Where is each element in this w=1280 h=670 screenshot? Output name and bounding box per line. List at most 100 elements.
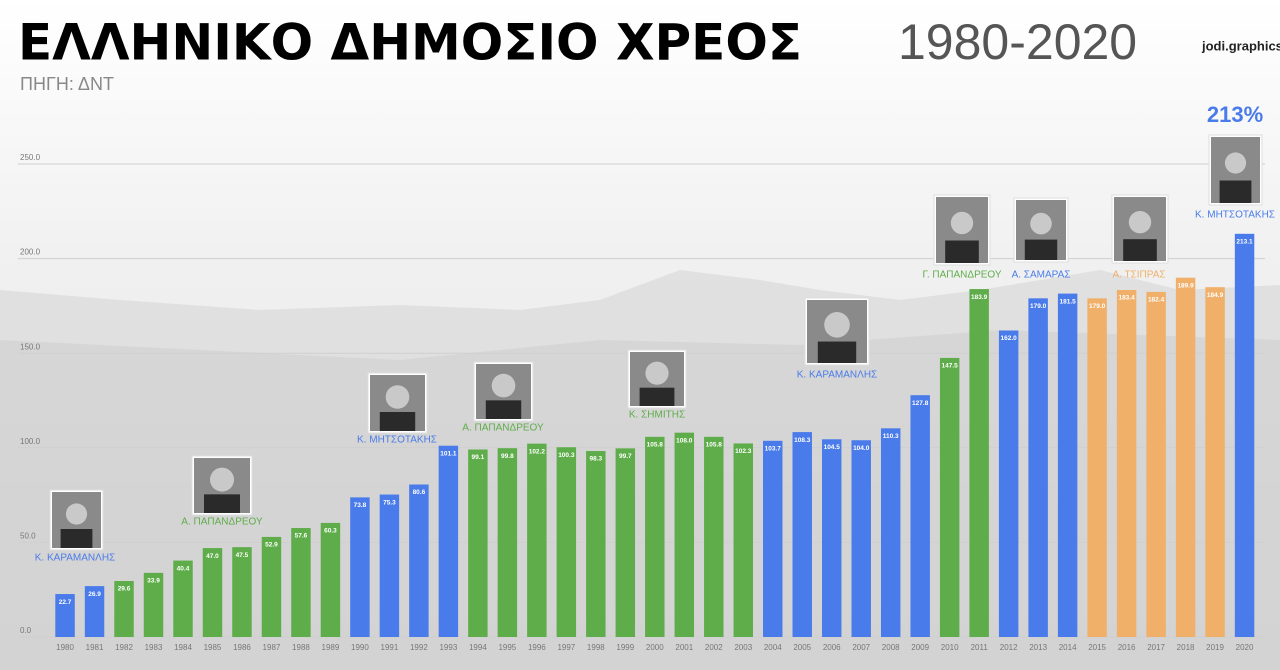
portrait-head — [950, 211, 974, 235]
x-tick-label: 2017 — [1147, 643, 1165, 652]
x-tick-label: 1997 — [557, 643, 575, 652]
x-tick-label: 2014 — [1059, 643, 1077, 652]
bar — [792, 432, 812, 637]
bar — [261, 536, 282, 637]
y-tick-label: 200.0 — [20, 248, 41, 257]
value-label: 127.8 — [912, 400, 929, 407]
value-label: 189.9 — [1177, 282, 1194, 289]
x-tick-label: 2003 — [734, 643, 752, 652]
annotation: Α. ΤΣΙΠΡΑΣ — [1112, 270, 1165, 281]
value-label: 100.3 — [558, 452, 575, 459]
x-tick-label: 2008 — [882, 643, 900, 652]
x-tick-label: 1989 — [322, 643, 340, 652]
annotation: Α. ΠΑΠΑΝΔΡΕΟΥ — [462, 423, 544, 434]
value-label: 213.1 — [1236, 239, 1253, 246]
value-label: 182.4 — [1148, 297, 1165, 304]
portrait-head — [210, 467, 234, 492]
bar — [143, 572, 164, 637]
bar — [1028, 298, 1048, 637]
credit: jodi.graphics — [1201, 38, 1280, 53]
value-label: 22.7 — [59, 599, 72, 606]
bar — [969, 289, 989, 637]
bar — [939, 357, 960, 637]
city-silhouette — [0, 330, 1280, 670]
x-tick-label: 2002 — [705, 643, 723, 652]
bar — [497, 448, 518, 637]
title-years: 1980-2020 — [898, 14, 1137, 70]
x-tick-label: 2006 — [823, 643, 841, 652]
bar — [586, 451, 606, 637]
x-tick-label: 1998 — [587, 643, 605, 652]
y-tick-label: 250.0 — [20, 153, 41, 162]
x-tick-label: 2018 — [1177, 643, 1195, 652]
chart-title: ΕΛΛΗΝΙΚΟ ΔΗΜΟΣΙΟ ΧΡΕΟΣ — [18, 14, 802, 72]
value-label: 80.6 — [413, 489, 426, 496]
x-tick-label: 1984 — [174, 643, 192, 652]
value-label: 181.5 — [1059, 298, 1076, 305]
portrait-body — [485, 400, 522, 419]
portrait-body — [60, 529, 93, 548]
bar — [763, 440, 783, 637]
bar — [1116, 290, 1137, 637]
x-tick-label: 1986 — [233, 643, 251, 652]
x-tick-label: 1988 — [292, 643, 310, 652]
bar — [851, 440, 871, 637]
bar — [645, 436, 665, 637]
value-label: 57.6 — [295, 533, 308, 540]
bar — [1057, 293, 1078, 637]
bar — [173, 560, 193, 637]
x-tick-label: 2019 — [1206, 643, 1224, 652]
annotation: Α. ΠΑΠΑΝΔΡΕΟΥ — [181, 517, 263, 528]
portrait-body — [379, 412, 416, 431]
bar — [291, 528, 311, 637]
value-label: 108.0 — [676, 437, 693, 444]
x-tick-label: 2001 — [675, 643, 693, 652]
value-label: 60.3 — [324, 528, 337, 535]
portrait-head — [1128, 211, 1152, 234]
bar — [674, 432, 695, 637]
value-label: 104.5 — [824, 444, 841, 451]
bar — [350, 497, 370, 637]
annotation: Α. ΣΑΜΑΡΑΣ — [1012, 270, 1071, 281]
x-tick-label: 1996 — [528, 643, 546, 652]
x-tick-label: 2012 — [1000, 643, 1018, 652]
value-label: 179.0 — [1030, 303, 1047, 310]
value-label: 29.6 — [118, 586, 131, 593]
value-label: 102.3 — [735, 448, 752, 455]
bar — [379, 494, 400, 637]
value-label: 99.7 — [619, 453, 632, 460]
value-label: 183.9 — [971, 294, 988, 301]
x-tick-label: 1992 — [410, 643, 428, 652]
bar — [704, 436, 724, 637]
bar — [1146, 291, 1166, 637]
value-label: 179.0 — [1089, 303, 1106, 310]
portrait-head — [645, 361, 669, 385]
value-label: 98.3 — [589, 456, 602, 463]
value-label: 162.0 — [1001, 335, 1018, 342]
x-tick-label: 1982 — [115, 643, 133, 652]
value-label: 184.9 — [1207, 292, 1224, 299]
x-tick-label: 1981 — [86, 643, 104, 652]
portrait-body — [204, 494, 240, 513]
value-label: 33.9 — [147, 578, 160, 585]
bar — [615, 448, 636, 637]
bar — [1175, 277, 1196, 637]
y-tick-label: 50.0 — [20, 532, 36, 541]
x-tick-label: 1994 — [469, 643, 487, 652]
x-tick-label: 2007 — [852, 643, 870, 652]
portrait-body — [817, 341, 857, 363]
x-tick-label: 1993 — [439, 643, 457, 652]
x-tick-label: 1999 — [616, 643, 634, 652]
bar — [114, 580, 134, 637]
bar — [202, 548, 223, 637]
callout: 213% — [1207, 102, 1263, 127]
value-label: 26.9 — [88, 591, 101, 598]
bar — [910, 395, 930, 637]
portrait-body — [1123, 239, 1157, 261]
bar — [1205, 287, 1225, 637]
bar — [821, 439, 842, 637]
x-tick-label: 2005 — [793, 643, 811, 652]
x-tick-label: 2004 — [764, 643, 782, 652]
annotation: Κ. ΚΑΡΑΜΑΝΛΗΣ — [35, 553, 115, 564]
